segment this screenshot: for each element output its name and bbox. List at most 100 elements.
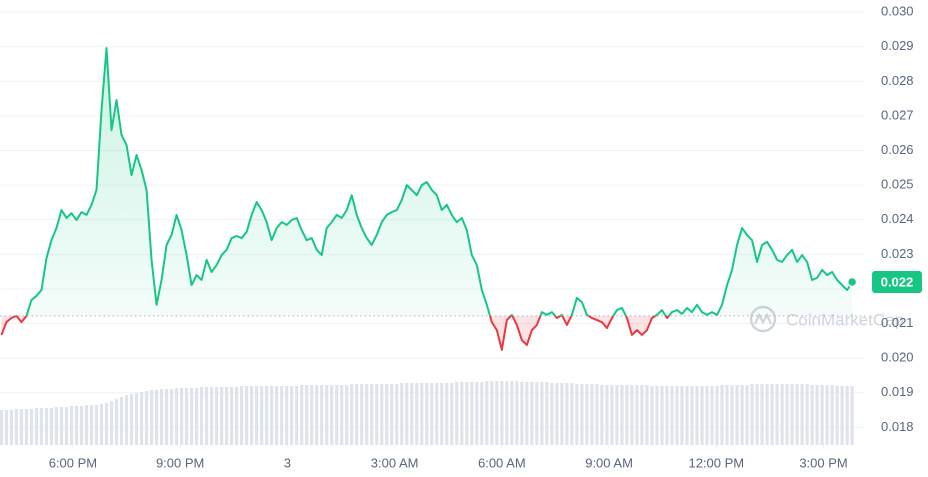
y-tick-label: 0.027	[881, 107, 914, 122]
volume-bar	[204, 387, 209, 445]
volume-bar	[179, 388, 184, 445]
y-tick-label: 0.029	[881, 38, 914, 53]
volume-bar	[485, 381, 489, 445]
volume-bar	[820, 385, 824, 445]
volume-bar	[505, 381, 509, 445]
volume-bar	[760, 384, 764, 445]
y-tick-label: 0.020	[881, 350, 914, 365]
volume-bar	[335, 385, 339, 445]
volume-bar	[215, 387, 219, 445]
volume-bar	[810, 385, 814, 445]
volume-bar	[0, 410, 4, 445]
volume-bar	[555, 383, 559, 445]
volume-bar	[199, 387, 204, 445]
volume-bar	[395, 384, 399, 445]
volume-bar	[840, 386, 844, 445]
volume-bar	[174, 388, 179, 445]
volume-bar	[184, 388, 189, 445]
volume-bar	[715, 386, 719, 445]
volume-bar	[570, 383, 574, 445]
volume-bar	[360, 384, 364, 445]
volume-bar	[49, 408, 54, 445]
volume-bar	[275, 386, 279, 445]
volume-bar	[580, 384, 584, 445]
axes: 0.018 0.019 0.020 0.021 0.022 0.023 0.024 0.025…	[49, 4, 922, 470]
volume-bar	[535, 382, 539, 445]
x-tick-label: 3	[284, 455, 291, 470]
volume-bar	[750, 384, 754, 445]
volume-bar	[720, 385, 724, 445]
y-tick-label: 0.018	[881, 419, 914, 434]
x-tick-label: 3:00 PM	[799, 455, 847, 470]
volume-bar	[695, 386, 699, 445]
volume-bar	[515, 381, 519, 445]
volume-bar	[194, 388, 199, 445]
last-value-label: 0.022	[881, 274, 914, 289]
volume-bar	[54, 407, 59, 445]
volume-bar	[670, 386, 674, 445]
volume-bar	[745, 385, 749, 445]
volume-bar	[400, 383, 404, 445]
volume-bar	[149, 390, 154, 445]
volume-bar	[104, 403, 109, 445]
volume-bar	[450, 383, 454, 445]
y-tick-label: 0.023	[881, 246, 914, 261]
volume-bar	[280, 386, 284, 445]
volume-bar	[350, 384, 354, 445]
volume-bar	[755, 384, 759, 445]
price-line-up	[13, 47, 853, 316]
x-tick-label: 3:00 AM	[371, 455, 419, 470]
volume-bar	[490, 381, 494, 445]
volume-bar	[14, 409, 19, 445]
volume-bar	[565, 383, 569, 445]
volume-bar	[285, 386, 289, 445]
volume-bar	[370, 384, 374, 445]
volume-bar	[134, 393, 139, 445]
volume-bar	[775, 384, 779, 445]
volume-bar	[129, 394, 134, 445]
volume-bar	[665, 386, 669, 445]
volume-bar	[154, 390, 159, 445]
volume-bar	[235, 387, 239, 445]
volume-bar	[109, 401, 114, 445]
volume-bar	[265, 386, 269, 445]
y-tick-label: 0.028	[881, 73, 914, 88]
volume-bar	[385, 384, 389, 445]
volume-bar	[29, 409, 34, 445]
volume-bar	[500, 381, 504, 445]
volume-bar	[525, 382, 529, 445]
volume-bar	[255, 386, 259, 445]
volume-bar	[44, 408, 49, 445]
x-tick-label: 9:00 AM	[585, 455, 633, 470]
x-tick-label: 12:00 PM	[688, 455, 744, 470]
volume-bar	[315, 385, 319, 445]
volume-bar	[780, 384, 784, 445]
volume-bar	[850, 386, 854, 445]
volume-bar	[320, 385, 324, 445]
volume-bar	[680, 386, 684, 445]
y-tick-label: 0.019	[881, 384, 914, 399]
volume-bar	[660, 386, 664, 445]
volume-bar	[114, 399, 119, 445]
volume-bar	[94, 405, 99, 445]
volume-bar	[24, 409, 29, 445]
volume-bar	[830, 385, 834, 445]
y-tick-label: 0.025	[881, 177, 914, 192]
volume-bar	[455, 382, 459, 445]
volume-bar	[445, 383, 449, 445]
volume-bar	[470, 382, 474, 445]
volume-bar	[460, 382, 464, 445]
volume-bar	[410, 383, 414, 445]
volume-bar	[260, 386, 264, 445]
y-tick-label: 0.024	[881, 211, 914, 226]
volume-bar	[340, 385, 344, 445]
volume-bar	[64, 407, 69, 445]
volume-bar	[595, 384, 599, 445]
volume-bar	[835, 386, 839, 445]
volume-bar	[545, 382, 549, 445]
volume-bar	[119, 397, 124, 445]
volume-bar	[710, 386, 714, 445]
volume-bar	[230, 387, 234, 445]
volume-bar	[800, 384, 804, 445]
